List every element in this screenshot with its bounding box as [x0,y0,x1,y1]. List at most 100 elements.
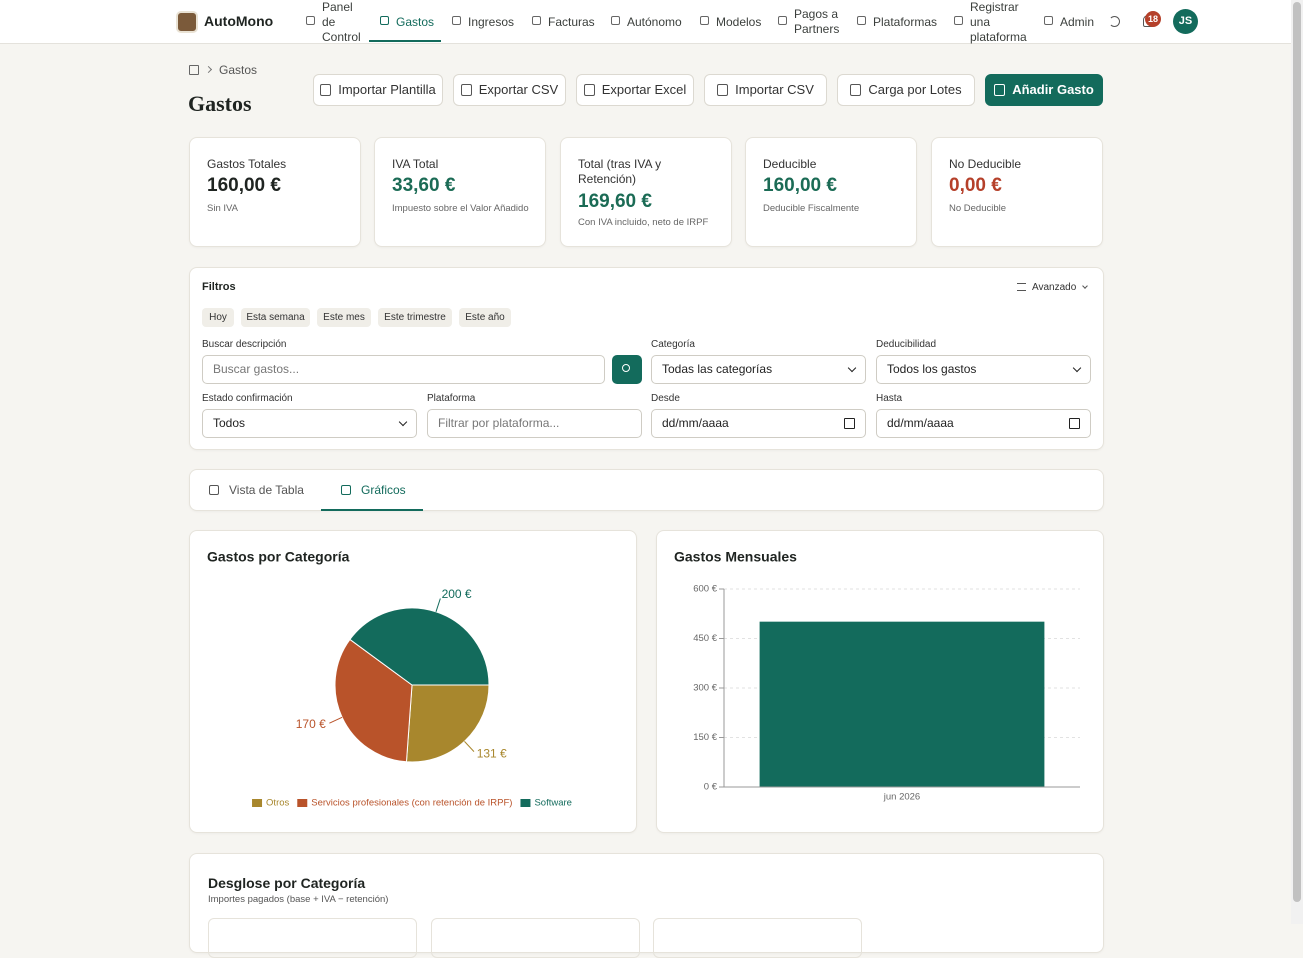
summary-label: Total (tras IVA y Retención) [578,157,662,186]
summary-value: 0,00 € [949,175,1002,196]
action-button[interactable]: Añadir Gasto [985,74,1103,106]
calendar-icon [1069,418,1080,429]
theme-toggle[interactable] [1109,16,1120,27]
field-label: Categoría [651,339,695,350]
summary-note: Deducible Fiscalmente [763,203,860,214]
button-label: Exportar CSV [478,82,559,98]
calendar-icon [844,418,855,429]
quick-filter[interactable]: Esta semana [241,308,310,327]
scrollbar [1291,0,1303,924]
icon [857,16,866,25]
summary-value: 169,60 € [578,191,652,212]
action-button[interactable]: Importar CSV [704,74,827,106]
nav-link[interactable]: Autónomo [627,14,682,29]
icon [611,16,620,25]
summary-note: Impuesto sobre el Valor Añadido [392,203,529,214]
action-button[interactable]: Exportar CSV [453,74,566,106]
summary-card: Deducible 160,00 € Deducible Fiscalmente [745,137,917,247]
summary-value: 160,00 € [763,175,837,196]
breadcrumb-sep [204,65,213,74]
action-button[interactable]: Carga por Lotes [837,74,975,106]
breadcrumb-item: Gastos [219,63,258,77]
quick-filter[interactable]: Este trimestre [378,308,452,327]
summary-card: Gastos Totales 160,00 € Sin IVA [189,137,361,247]
nav-link[interactable]: Modelos [716,14,762,29]
notification-badge: 18 [1145,11,1161,27]
summary-value: 33,60 € [392,175,456,196]
logo-icon [176,11,198,33]
icon [306,16,315,25]
chevron [398,417,408,427]
placeholder: dd/mm/aaaa [662,416,729,431]
summary-value: 160,00 € [207,175,281,196]
brand: AutoMono [204,13,274,29]
placeholder: Buscar gastos... [213,362,300,377]
chevron [1072,363,1082,373]
chart-card [656,530,1104,833]
advanced-chevron [1082,283,1088,289]
breakdown-subtitle: Importes pagados (base + IVA − retención… [208,894,389,905]
summary-card: Total (tras IVA y Retención) 169,60 € Con … [560,137,732,247]
button-label: Importar CSV [735,82,814,98]
summary-label: IVA Total [392,157,439,171]
field-label: Buscar descripción [202,339,287,350]
icon [452,16,461,25]
advanced-toggle[interactable]: Avanzado [1032,282,1077,293]
tab[interactable]: Vista de Tabla [229,483,304,497]
nav-link[interactable]: Registrar una plataforma [970,0,1027,44]
icon [700,16,709,25]
nav-link[interactable]: Admin [1060,14,1095,29]
home-icon[interactable] [189,65,199,75]
nav-link[interactable]: Panel de Control [322,0,361,44]
button-icon [850,84,862,96]
field-label: Hasta [876,393,903,404]
nav-link[interactable]: Pagos a Partners [794,7,840,36]
select-value: Todos [213,416,246,431]
action-button[interactable]: Importar Plantilla [313,74,443,106]
icon [209,485,219,495]
button-label: Importar Plantilla [338,82,436,98]
select-value: Todas las categorías [662,362,773,377]
quick-filter[interactable]: Este mes [317,308,371,327]
input[interactable]: dd/mm/aaaa [876,409,1091,438]
summary-label: No Deducible [949,157,1022,171]
summary-card: IVA Total 33,60 € Impuesto sobre el Valor … [374,137,546,247]
filters-title: Filtros [202,281,236,293]
avatar[interactable]: JS [1173,9,1198,34]
summary-note: Sin IVA [207,203,238,214]
scrollbar-thumb[interactable] [1293,2,1301,902]
select-value: Todos los gastos [887,362,977,377]
chart-card [189,530,637,833]
button-icon [717,84,729,96]
field-label: Plataforma [427,393,476,404]
icon [380,16,389,25]
quick-filter[interactable]: Este año [459,308,511,327]
select[interactable]: Todos [202,409,417,438]
quick-filter[interactable]: Hoy [202,308,234,327]
breakdown-title: Desglose por Categoría [208,875,366,891]
chevron [847,363,857,373]
filters-card: Filtros Avanzado Hoy Esta semana Este mes Est… [189,267,1104,450]
icon [532,16,541,25]
search-button[interactable] [612,355,642,384]
breakdown-item [208,918,417,958]
nav-link[interactable]: Ingresos [468,14,515,29]
nav-link[interactable]: Facturas [548,14,595,29]
tab[interactable]: Gráficos [361,483,406,497]
tabs-card: Vista de Tabla Gráficos [189,469,1104,511]
input[interactable]: Buscar gastos... [202,355,605,384]
nav-link[interactable]: Plataformas [873,14,938,29]
input[interactable]: dd/mm/aaaa [651,409,866,438]
select[interactable]: Todas las categorías [651,355,866,384]
input[interactable]: Filtrar por plataforma... [427,409,642,438]
icon [778,16,787,25]
field-label: Deducibilidad [876,339,937,350]
field-label: Desde [651,393,680,404]
tab-active-underline [321,509,423,511]
select[interactable]: Todos los gastos [876,355,1091,384]
action-button[interactable]: Exportar Excel [576,74,694,106]
nav-link[interactable]: Gastos [396,14,435,29]
summary-card: No Deducible 0,00 € No Deducible [931,137,1103,247]
